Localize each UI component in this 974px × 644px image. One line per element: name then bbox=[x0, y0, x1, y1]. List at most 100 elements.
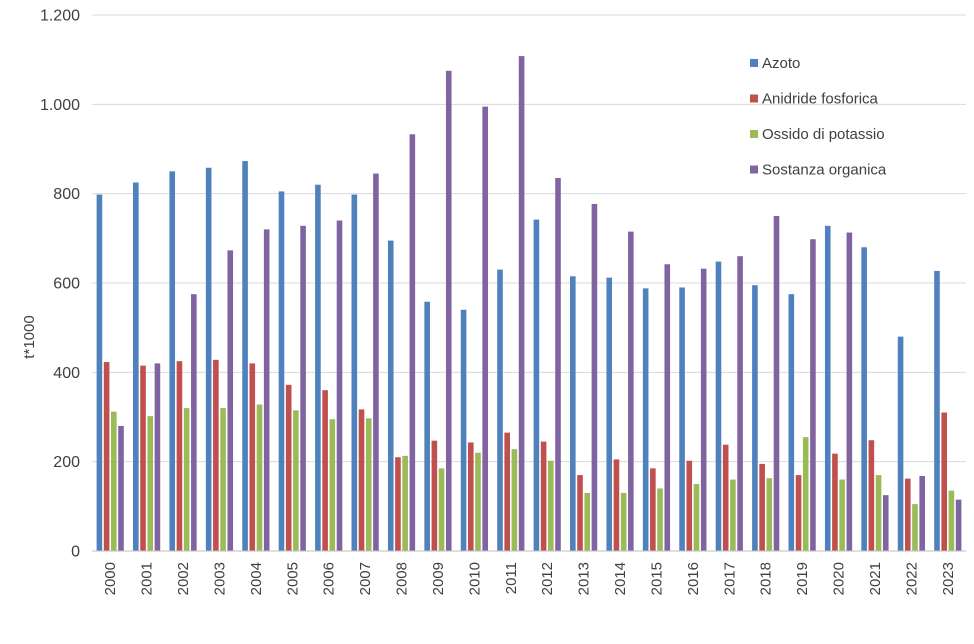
legend-swatch bbox=[750, 130, 758, 138]
bar-2013-series-1 bbox=[570, 276, 576, 551]
bar-2016-series-3 bbox=[693, 484, 700, 551]
bar-2009-series-3 bbox=[438, 468, 445, 551]
bar-2014-series-4 bbox=[628, 231, 634, 551]
bar-2019-series-1 bbox=[788, 294, 795, 551]
legend-label: Sostanza organica bbox=[762, 162, 887, 179]
bar-2006-series-4 bbox=[336, 220, 343, 551]
legend-label: Ossido di potassio bbox=[762, 126, 885, 143]
bar-2010-series-4 bbox=[482, 106, 488, 551]
y-tick-label: 0 bbox=[71, 544, 80, 561]
bar-2013-series-4 bbox=[591, 203, 598, 551]
x-tick-label: 2008 bbox=[394, 562, 411, 595]
bar-2014-series-3 bbox=[620, 492, 627, 551]
bar-2005-series-4 bbox=[300, 225, 306, 551]
x-tick-label: 2010 bbox=[466, 562, 483, 595]
bar-2013-series-3 bbox=[584, 492, 591, 551]
x-tick-labels: 2000 2001 2002 2003 2004 2005 2006 2007 2008 2009… bbox=[102, 562, 957, 595]
bar-2001-series-4 bbox=[154, 363, 161, 551]
x-tick-label: 2021 bbox=[867, 562, 884, 595]
bar-2012-series-1 bbox=[533, 219, 540, 551]
x-tick-label: 2015 bbox=[648, 562, 665, 595]
x-tick-label: 2014 bbox=[612, 562, 629, 595]
bar-2003-series-1 bbox=[205, 167, 212, 551]
y-axis-label: t*1000 bbox=[21, 315, 38, 358]
bar-2009-series-4 bbox=[445, 70, 452, 551]
bar-2006-series-3 bbox=[329, 419, 336, 551]
x-tick-label: 2009 bbox=[430, 562, 447, 595]
bar-2021-series-1 bbox=[861, 247, 867, 551]
bar-2008-series-3 bbox=[402, 455, 408, 551]
x-tick-label: 2002 bbox=[175, 562, 192, 595]
bar-2005-series-2 bbox=[285, 384, 292, 551]
bar-2008-series-4 bbox=[409, 134, 416, 551]
y-tick-labels: 0 200 400 600 800 1.000 1.200 bbox=[40, 8, 80, 561]
bar-2004-series-4 bbox=[263, 229, 270, 551]
bar-2023-series-3 bbox=[948, 490, 955, 551]
bar-2007-series-3 bbox=[365, 418, 372, 551]
bar-2012-series-2 bbox=[540, 441, 547, 551]
bar-2011-series-1 bbox=[497, 269, 503, 551]
bar-2010-series-1 bbox=[460, 309, 467, 551]
legend-label: Anidride fosforica bbox=[762, 91, 879, 108]
bar-2006-series-1 bbox=[315, 184, 321, 552]
legend-entry-2: Anidride fosforica bbox=[750, 91, 879, 108]
bar-2005-series-1 bbox=[278, 191, 285, 551]
y-tick-label: 1.200 bbox=[40, 8, 80, 25]
bar-2002-series-4 bbox=[191, 294, 197, 551]
bar-2018-series-2 bbox=[759, 463, 765, 551]
bar-2020-series-1 bbox=[824, 225, 831, 551]
bar-2021-series-2 bbox=[868, 440, 875, 551]
x-tick-label: 2017 bbox=[721, 562, 738, 595]
bar-2009-series-2 bbox=[431, 440, 438, 551]
bar-2015-series-2 bbox=[650, 468, 656, 551]
legend-swatch bbox=[750, 59, 758, 67]
bar-2002-series-1 bbox=[169, 171, 176, 551]
y-tick-label: 200 bbox=[53, 454, 80, 471]
bar-2007-series-4 bbox=[373, 173, 379, 551]
x-tick-label: 2013 bbox=[576, 562, 593, 595]
bar-2015-series-3 bbox=[657, 488, 663, 551]
bar-2019-series-3 bbox=[802, 437, 809, 551]
bar-2014-series-2 bbox=[613, 459, 620, 551]
bar-2000-series-1 bbox=[96, 194, 103, 551]
bar-2017-series-2 bbox=[722, 444, 729, 551]
bar-2003-series-4 bbox=[227, 250, 234, 551]
bar-2016-series-2 bbox=[686, 460, 693, 551]
bar-2022-series-4 bbox=[919, 475, 925, 551]
bar-2005-series-3 bbox=[293, 410, 299, 551]
legend-entry-3: Ossido di potassio bbox=[750, 126, 885, 143]
bar-2022-series-2 bbox=[904, 478, 911, 551]
bar-2002-series-3 bbox=[183, 408, 190, 551]
legend-entry-1: Azoto bbox=[750, 55, 800, 72]
x-tick-label: 2001 bbox=[139, 562, 156, 595]
bar-2020-series-2 bbox=[832, 453, 838, 551]
x-tick-label: 2003 bbox=[211, 562, 228, 595]
bar-2001-series-3 bbox=[147, 416, 154, 551]
bar-2013-series-2 bbox=[577, 475, 583, 551]
x-tick-label: 2000 bbox=[102, 562, 119, 595]
bar-2008-series-2 bbox=[395, 457, 401, 551]
y-tick-label: 800 bbox=[53, 186, 80, 203]
legend: Azoto Anidride fosforica Ossido di potassi… bbox=[750, 55, 887, 179]
x-tick-label: 2006 bbox=[321, 562, 338, 595]
bar-2009-series-1 bbox=[424, 301, 430, 551]
bar-2017-series-1 bbox=[715, 261, 722, 551]
bar-2014-series-1 bbox=[606, 277, 613, 551]
x-tick-label: 2016 bbox=[685, 562, 702, 595]
gridlines bbox=[92, 14, 966, 463]
bar-2003-series-3 bbox=[220, 408, 226, 551]
x-tick-label: 2012 bbox=[539, 562, 556, 595]
bar-2015-series-4 bbox=[664, 264, 671, 551]
bar-2015-series-1 bbox=[642, 288, 649, 551]
bar-2004-series-3 bbox=[256, 404, 263, 551]
x-tick-label: 2019 bbox=[794, 562, 811, 595]
x-tick-label: 2023 bbox=[940, 562, 957, 595]
bar-2021-series-3 bbox=[875, 475, 882, 551]
bar-2011-series-3 bbox=[511, 449, 518, 551]
bar-2000-series-2 bbox=[103, 362, 110, 551]
x-tick-label: 2020 bbox=[831, 562, 848, 595]
legend-swatch bbox=[750, 165, 758, 174]
bar-2022-series-1 bbox=[897, 336, 904, 551]
bar-2016-series-1 bbox=[679, 287, 685, 551]
bar-2000-series-3 bbox=[111, 411, 117, 551]
